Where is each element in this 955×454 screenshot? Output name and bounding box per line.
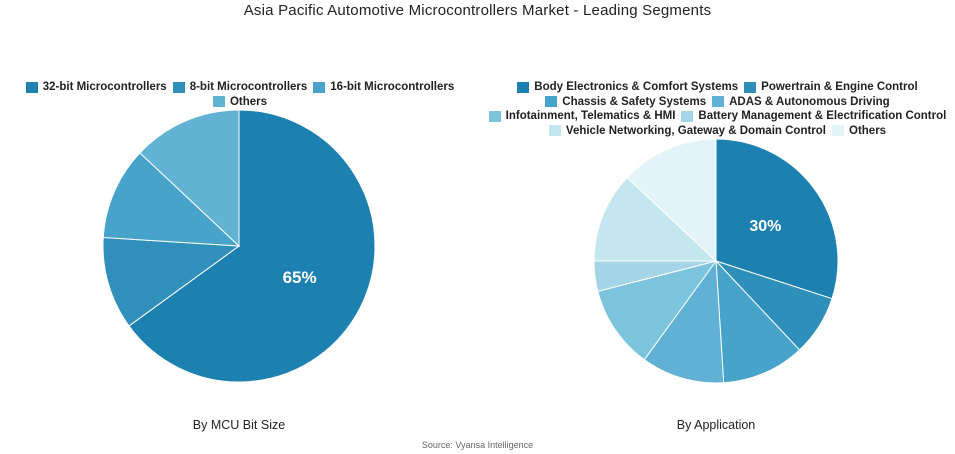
legend-swatch — [488, 110, 501, 122]
data-label-body-electronics-comfort-systems: 30% — [749, 218, 781, 235]
source-note: Source: Vyansa Intelligence — [421, 440, 534, 450]
legend-swatch — [313, 81, 326, 93]
legend-label: 32-bit Microcontrollers — [42, 81, 167, 93]
legend-label: Vehicle Networking, Gateway & Domain Con… — [565, 124, 826, 137]
legend-swatch — [25, 81, 38, 93]
pie-slice-32-bit-microcontrollers — [128, 109, 376, 383]
pie-slice-adas-autonomous-driving — [643, 259, 725, 384]
pie-slice-others — [626, 138, 717, 263]
caption-mcu-bit-size: By MCU Bit Size — [192, 418, 286, 432]
legend-swatch — [548, 125, 561, 137]
legend-label: ADAS & Autonomous Driving — [729, 95, 890, 108]
pie-slice-others — [139, 109, 240, 248]
legend-swatch — [832, 125, 844, 137]
legend-item-others: Others — [212, 95, 268, 110]
legend-swatch — [681, 110, 694, 122]
pie-slice-16-bit-microcontrollers — [102, 152, 241, 247]
legend-item-32-bit-microcontrollers: 32-bit Microcontrollers — [25, 80, 167, 95]
chart-title: Asia Pacific Automotive Microcontrollers… — [243, 2, 712, 19]
legend-item-adas-autonomous-driving: ADAS & Autonomous Driving — [712, 95, 890, 110]
caption-application: By Application — [676, 418, 756, 432]
legend-item-16-bit-microcontrollers: 16-bit Microcontrollers — [313, 80, 454, 95]
pie-slice-chassis-safety-systems — [715, 259, 801, 384]
legend-label: Body Electronics & Comfort Systems — [534, 81, 739, 93]
legend-label: Infotainment, Telematics & HMI — [505, 110, 676, 122]
legend-label: Others — [849, 124, 887, 137]
pie-slice-8-bit-microcontrollers — [102, 236, 241, 327]
data-label-32-bit-microcontrollers: 65% — [283, 268, 317, 287]
legend-item-powertrain-engine-control: Powertrain & Engine Control — [744, 80, 918, 95]
pie-slice-vehicle-networking-gateway-domain-control — [593, 176, 718, 262]
legend-label: Chassis & Safety Systems — [562, 95, 707, 108]
pie-slice-body-electronics-comfort-systems — [715, 138, 839, 300]
legend-label: Powertrain & Engine Control — [761, 81, 918, 93]
legend-item-battery-management-electrification-control: Battery Management & Electrification Con… — [681, 109, 946, 124]
legend-label: Others — [229, 95, 268, 108]
legend-swatch — [744, 81, 757, 93]
legend-item-infotainment-telematics-hmi: Infotainment, Telematics & HMI — [488, 109, 676, 124]
legend-item-body-electronics-comfort-systems: Body Electronics & Comfort Systems — [517, 80, 738, 95]
legend-item-chassis-safety-systems: Chassis & Safety Systems — [545, 95, 706, 110]
legend-item-8-bit-microcontrollers: 8-bit Microcontrollers — [172, 80, 308, 95]
legend-swatch — [212, 96, 225, 108]
pie-slice-infotainment-telematics-hmi — [597, 260, 718, 361]
legend-mcu-bit-size: 32-bit Microcontrollers 8-bit Microcontro… — [20, 80, 460, 109]
legend-label: 16-bit Microcontrollers — [330, 81, 455, 93]
legend-item-vehicle-networking-gateway-domain-control: Vehicle Networking, Gateway & Domain Con… — [548, 124, 826, 139]
legend-application: Body Electronics & Comfort Systems Powert… — [480, 80, 955, 138]
legend-item-others: Others — [832, 124, 886, 139]
legend-label: Battery Management & Electrification Con… — [698, 110, 947, 122]
legend-swatch — [517, 81, 530, 93]
legend-label: 8-bit Microcontrollers — [189, 81, 308, 93]
legend-swatch — [545, 96, 558, 108]
legend-swatch — [712, 96, 725, 108]
legend-swatch — [172, 81, 185, 93]
